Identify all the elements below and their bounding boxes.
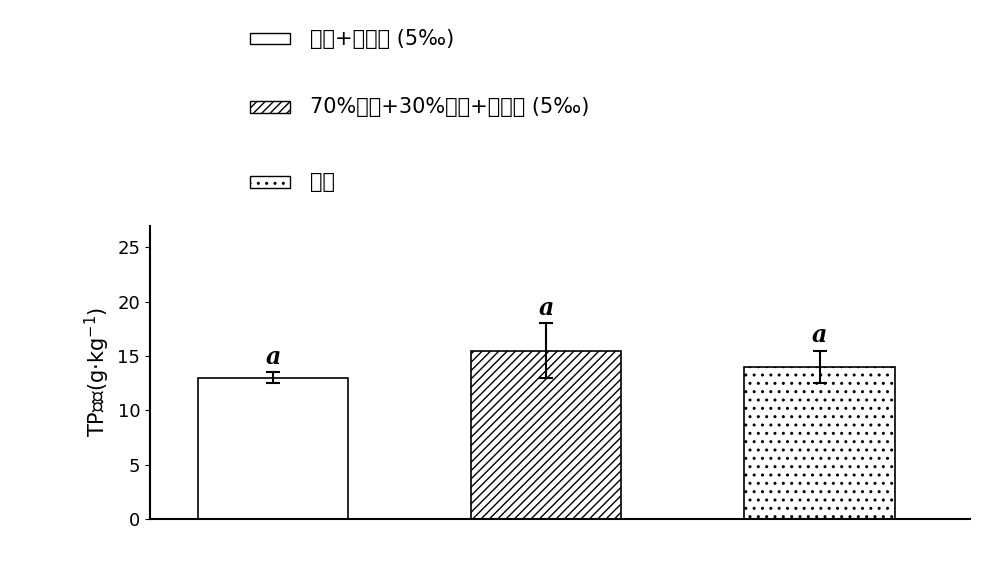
- Bar: [198, 378, 348, 519]
- Text: a: a: [539, 296, 554, 320]
- Bar: [471, 350, 621, 519]
- Text: 葫渣+腐解菌 (5‰): 葫渣+腐解菌 (5‰): [310, 29, 454, 49]
- Y-axis label: TP含量(g·kg$^{-1}$): TP含量(g·kg$^{-1}$): [83, 307, 112, 438]
- FancyBboxPatch shape: [250, 177, 290, 188]
- Bar: [744, 367, 895, 519]
- FancyBboxPatch shape: [250, 102, 290, 113]
- Text: a: a: [812, 323, 827, 347]
- Text: a: a: [265, 345, 281, 369]
- Text: 牛粪: 牛粪: [310, 172, 335, 192]
- Text: 70%葫渣+30%牛粪+腐解菌 (5‰): 70%葫渣+30%牛粪+腐解菌 (5‰): [310, 97, 589, 117]
- FancyBboxPatch shape: [250, 33, 290, 45]
